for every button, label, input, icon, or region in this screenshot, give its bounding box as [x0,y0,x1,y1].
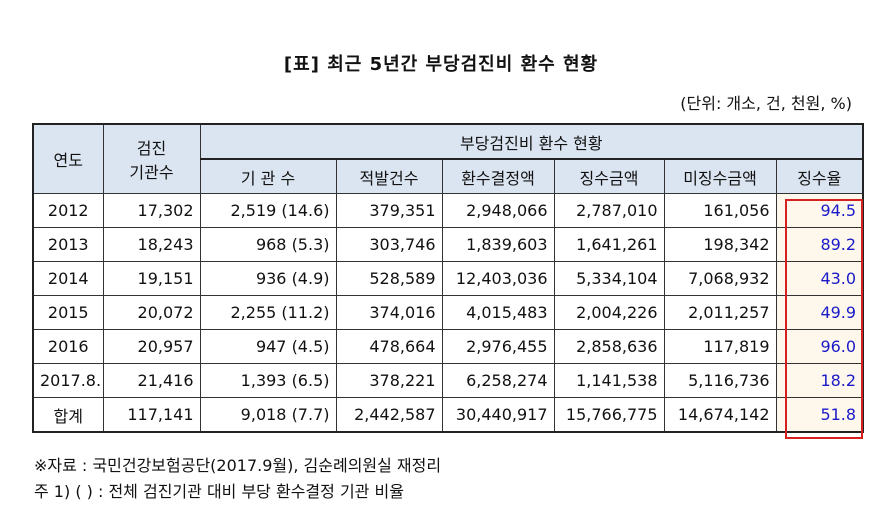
header-institution-count: 기 관 수 [199,158,337,194]
table-row: 2013 18,243 968 (5.3) 303,746 1,839,603 … [32,227,864,262]
cell-uncollected: 5,116,736 [663,363,777,398]
cell-count: 968 (5.3) [199,227,337,262]
refund-status-table: 연도 검진 기관수 부당검진비 환수 현황 기 관 수 적발건수 환수결정액 징… [32,123,865,433]
cell-detected: 2,442,587 [335,397,443,433]
cell-decided: 1,839,603 [441,227,555,262]
cell-year: 2014 [32,261,104,296]
cell-collected: 2,858,636 [553,329,665,364]
cell-detected: 379,351 [335,193,443,228]
cell-rate: 18.2 [775,363,864,398]
cell-collected: 1,141,538 [553,363,665,398]
cell-uncollected: 117,819 [663,329,777,364]
cell-institutions: 17,302 [102,193,201,228]
header-detected-cases: 적발건수 [335,158,443,194]
cell-institutions: 21,416 [102,363,201,398]
cell-rate: 51.8 [775,397,864,433]
cell-count: 1,393 (6.5) [199,363,337,398]
cell-institutions: 18,243 [102,227,201,262]
header-group: 부당검진비 환수 현황 [199,123,864,160]
table-row: 2014 19,151 936 (4.9) 528,589 12,403,036… [32,261,864,296]
cell-decided: 12,403,036 [441,261,555,296]
header-institutions-line1: 검진 [136,139,167,158]
cell-decided: 6,258,274 [441,363,555,398]
cell-year: 2012 [32,193,104,228]
header-collection-rate: 징수율 [775,158,864,194]
table-row: 2015 20,072 2,255 (11.2) 374,016 4,015,4… [32,295,864,330]
cell-collected: 2,004,226 [553,295,665,330]
header-uncollected-amount: 미징수금액 [663,158,777,194]
cell-collected: 1,641,261 [553,227,665,262]
cell-detected: 478,664 [335,329,443,364]
cell-uncollected: 198,342 [663,227,777,262]
cell-rate: 49.9 [775,295,864,330]
cell-decided: 4,015,483 [441,295,555,330]
cell-collected: 5,334,104 [553,261,665,296]
header-decided-amount: 환수결정액 [441,158,555,194]
cell-detected: 303,746 [335,227,443,262]
cell-year: 2013 [32,227,104,262]
cell-count: 936 (4.9) [199,261,337,296]
header-institutions-line2: 기관수 [129,163,174,182]
table-title: [표] 최근 5년간 부당검진비 환수 현황 [283,54,599,75]
table-row: 2012 17,302 2,519 (14.6) 379,351 2,948,0… [32,193,864,228]
cell-year: 합계 [32,397,104,433]
table-row: 2016 20,957 947 (4.5) 478,664 2,976,455 … [32,329,864,364]
cell-collected: 2,787,010 [553,193,665,228]
cell-count: 2,519 (14.6) [199,193,337,228]
cell-rate: 89.2 [775,227,864,262]
cell-institutions: 117,141 [102,397,201,433]
cell-detected: 528,589 [335,261,443,296]
cell-detected: 378,221 [335,363,443,398]
header-collected-amount: 징수금액 [553,158,665,194]
header-year: 연도 [32,123,104,194]
unit-label: (단위: 개소, 건, 천원, %) [680,94,852,113]
cell-collected: 15,766,775 [553,397,665,433]
cell-count: 947 (4.5) [199,329,337,364]
cell-rate: 96.0 [775,329,864,364]
cell-decided: 2,948,066 [441,193,555,228]
cell-uncollected: 2,011,257 [663,295,777,330]
cell-uncollected: 14,674,142 [663,397,777,433]
header-institutions: 검진 기관수 [102,123,201,194]
cell-institutions: 20,957 [102,329,201,364]
footnote: 주 1) ( ) : 전체 검진기관 대비 부당 환수결정 기관 비율 [34,482,404,501]
cell-year: 2016 [32,329,104,364]
total-row: 합계 117,141 9,018 (7.7) 2,442,587 30,440,… [32,397,864,433]
cell-year: 2017.8. [32,363,104,398]
cell-rate: 94.5 [775,193,864,228]
cell-decided: 2,976,455 [441,329,555,364]
table-row: 2017.8. 21,416 1,393 (6.5) 378,221 6,258… [32,363,864,398]
cell-institutions: 20,072 [102,295,201,330]
cell-institutions: 19,151 [102,261,201,296]
cell-decided: 30,440,917 [441,397,555,433]
cell-uncollected: 7,068,932 [663,261,777,296]
cell-year: 2015 [32,295,104,330]
cell-rate: 43.0 [775,261,864,296]
cell-count: 2,255 (11.2) [199,295,337,330]
cell-uncollected: 161,056 [663,193,777,228]
source-note: ※자료 : 국민건강보험공단(2017.9월), 김순례의원실 재정리 [34,456,442,475]
cell-detected: 374,016 [335,295,443,330]
cell-count: 9,018 (7.7) [199,397,337,433]
